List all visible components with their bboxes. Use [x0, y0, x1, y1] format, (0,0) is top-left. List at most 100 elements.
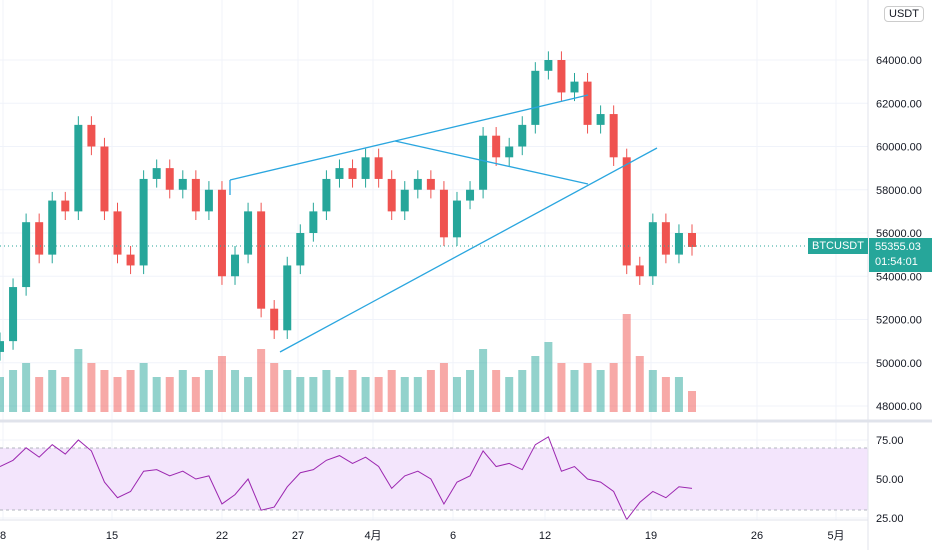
candle [400, 189, 409, 212]
volume-bar [583, 363, 592, 412]
candle [48, 200, 57, 255]
price-tag: 55355.03 01:54:01 [869, 238, 932, 272]
candle [152, 168, 161, 179]
candle [257, 211, 266, 309]
candle [466, 189, 475, 201]
volume-bars [0, 314, 696, 412]
volume-bar [74, 349, 83, 412]
candle [22, 222, 31, 288]
candle [426, 178, 435, 190]
candle [479, 135, 488, 190]
candle [204, 189, 213, 212]
volume-bar [622, 314, 631, 412]
candle [492, 135, 501, 158]
trendline[interactable] [394, 94, 589, 142]
candle [531, 70, 540, 125]
price-tick-label: 54000.00 [876, 271, 922, 283]
candle [270, 308, 279, 331]
candle [622, 157, 631, 266]
candle [452, 200, 461, 238]
price-tick-label: 50000.00 [876, 358, 922, 370]
candle [413, 178, 422, 190]
last-price: 55355.03 [875, 241, 921, 253]
time-tick-label: 5月 [827, 530, 844, 542]
candle [296, 233, 305, 266]
volume-bar [452, 377, 461, 412]
drawings[interactable] [229, 94, 658, 353]
currency-label[interactable]: USDT [884, 6, 924, 22]
candle [217, 189, 226, 277]
volume-bar [87, 363, 96, 412]
bar-countdown: 01:54:01 [875, 256, 918, 268]
volume-bar [139, 363, 148, 412]
trendline[interactable] [229, 140, 396, 181]
candle [61, 200, 70, 212]
candle [335, 168, 344, 179]
time-tick-label: 6 [450, 530, 456, 542]
candle [191, 178, 200, 212]
candle [505, 146, 514, 158]
volume-bar [178, 370, 187, 412]
time-axis[interactable]: 8 15 22 27 4月 6 12 19 26 5月 [0, 530, 845, 542]
volume-bar [648, 370, 657, 412]
price-tick-label: 62000.00 [876, 98, 922, 110]
trendline[interactable] [394, 140, 589, 185]
volume-bar [570, 370, 579, 412]
candle [661, 222, 670, 255]
candle [74, 124, 83, 212]
volume-bar [152, 377, 161, 412]
rsi-tick-label: 50.00 [876, 474, 904, 486]
time-tick-label: 12 [539, 530, 551, 542]
candle [570, 81, 579, 93]
symbol-tag: BTCUSDT [808, 238, 868, 254]
price-axis[interactable]: 64000.00 62000.00 60000.00 58000.00 56000.00… [876, 55, 922, 413]
trendline[interactable] [279, 147, 658, 353]
rsi-tick-label: 25.00 [876, 513, 904, 525]
volume-bar [283, 370, 292, 412]
volume-bar [674, 377, 683, 412]
candle [139, 178, 148, 266]
candle [609, 114, 618, 158]
time-tick-label: 27 [292, 530, 304, 542]
volume-bar [479, 349, 488, 412]
candle [165, 168, 174, 190]
time-tick-label: 8 [0, 530, 6, 542]
volume-bar [635, 356, 644, 412]
volume-bar [61, 377, 70, 412]
volume-bar [688, 391, 696, 412]
volume-bar [518, 370, 527, 412]
volume-bar [113, 377, 122, 412]
volume-bar [544, 342, 553, 412]
volume-bar [531, 356, 540, 412]
volume-bar [48, 370, 57, 412]
volume-bar [126, 370, 135, 412]
volume-bar [596, 370, 605, 412]
rsi-line [0, 436, 693, 521]
candle [674, 233, 683, 255]
volume-bar [35, 377, 44, 412]
volume-bar [270, 363, 279, 412]
rsi-axis[interactable]: 75.00 50.00 25.00 [876, 435, 904, 525]
candle [100, 146, 109, 212]
price-tick-label: 60000.00 [876, 142, 922, 154]
volume-bar [204, 370, 213, 412]
time-tick-label: 22 [216, 530, 228, 542]
candle [231, 254, 240, 277]
volume-bar [387, 370, 396, 412]
candle [126, 254, 135, 266]
volume-bar [492, 370, 501, 412]
volume-bar [165, 377, 174, 412]
volume-bar [231, 370, 240, 412]
candle [648, 222, 657, 277]
candle [0, 341, 4, 352]
price-tick-label: 56000.00 [876, 228, 922, 240]
volume-bar [400, 377, 409, 412]
volume-bar [557, 363, 566, 412]
volume-bar [413, 377, 422, 412]
volume-bar [348, 370, 357, 412]
time-tick-label: 19 [645, 530, 657, 542]
candle [348, 168, 357, 179]
volume-bar [466, 370, 475, 412]
volume-bar [217, 356, 226, 412]
